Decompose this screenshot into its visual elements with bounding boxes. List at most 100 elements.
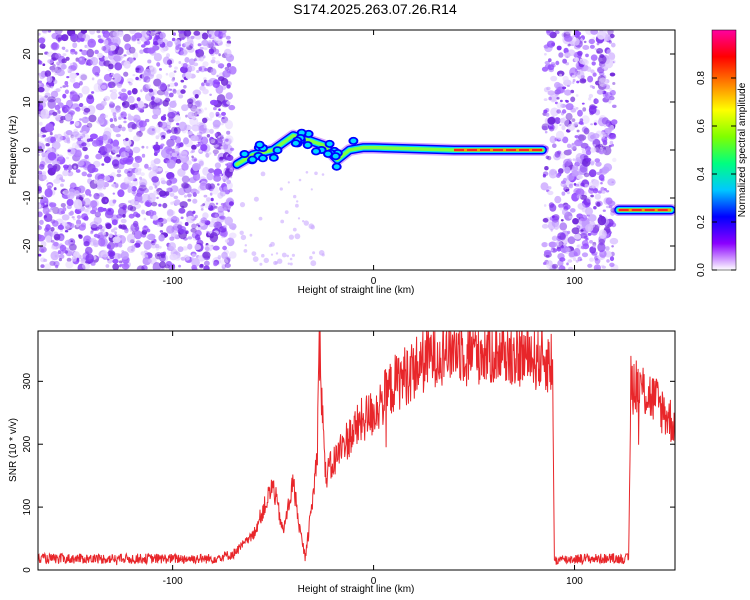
noise-speck bbox=[555, 60, 560, 66]
noise-speck bbox=[597, 190, 603, 194]
noise-speck bbox=[52, 206, 60, 215]
noise-speck bbox=[556, 97, 560, 100]
noise-speck bbox=[64, 89, 69, 95]
noise-speck bbox=[170, 233, 178, 238]
noise-speck bbox=[171, 78, 175, 82]
noise-speck bbox=[219, 173, 222, 177]
noise-speck bbox=[144, 68, 151, 76]
noise-speck bbox=[199, 182, 208, 191]
noise-speck bbox=[192, 198, 198, 204]
noise-speck bbox=[94, 211, 102, 218]
noise-speck bbox=[96, 30, 101, 34]
noise-speck bbox=[158, 203, 162, 207]
noise-speck bbox=[221, 85, 227, 90]
noise-speck bbox=[608, 100, 612, 104]
noise-speck bbox=[606, 122, 611, 128]
noise-speck bbox=[563, 47, 569, 54]
noise-speck bbox=[148, 254, 151, 258]
noise-speck bbox=[253, 196, 259, 202]
noise-speck bbox=[103, 156, 111, 164]
noise-speck bbox=[59, 86, 63, 89]
noise-speck bbox=[147, 47, 156, 54]
noise-speck bbox=[542, 173, 547, 178]
noise-speck bbox=[302, 220, 305, 223]
noise-speck bbox=[206, 172, 214, 181]
noise-speck bbox=[73, 165, 77, 169]
noise-speck bbox=[82, 146, 88, 152]
noise-speck bbox=[600, 182, 603, 185]
noise-speck bbox=[597, 215, 607, 226]
noise-speck bbox=[127, 115, 134, 121]
signal-blob bbox=[332, 153, 339, 159]
noise-speck bbox=[610, 210, 615, 216]
noise-speck bbox=[206, 197, 211, 202]
noise-speck bbox=[44, 188, 53, 198]
signal-blobs bbox=[239, 128, 359, 171]
noise-speck bbox=[138, 130, 142, 133]
noise-speck bbox=[312, 251, 316, 255]
noise-speck bbox=[556, 109, 562, 114]
noise-speck bbox=[56, 69, 65, 77]
noise-speck bbox=[192, 89, 202, 97]
noise-speck bbox=[216, 74, 219, 78]
noise-speck bbox=[209, 232, 219, 243]
noise-speck bbox=[224, 256, 232, 263]
noise-speck bbox=[120, 251, 129, 260]
noise-speck bbox=[65, 260, 74, 269]
noise-speck bbox=[106, 207, 115, 216]
noise-speck bbox=[73, 199, 83, 210]
noise-speck bbox=[72, 82, 81, 89]
noise-speck bbox=[157, 38, 163, 45]
noise-speck bbox=[592, 72, 597, 77]
noise-speck bbox=[59, 119, 64, 124]
noise-speck bbox=[581, 240, 589, 247]
noise-speck bbox=[109, 44, 117, 51]
noise-speck bbox=[69, 72, 77, 79]
noise-speck bbox=[558, 52, 564, 58]
noise-speck bbox=[560, 219, 564, 222]
noise-speck bbox=[576, 70, 585, 80]
noise-speck bbox=[199, 258, 204, 262]
noise-speck bbox=[89, 221, 99, 229]
noise-speck bbox=[549, 216, 557, 221]
noise-speck bbox=[66, 99, 73, 109]
noise-speck bbox=[579, 164, 588, 173]
noise-speck bbox=[81, 85, 90, 95]
noise-speck bbox=[193, 30, 201, 36]
noise-speck bbox=[97, 115, 105, 124]
noise-speck bbox=[208, 40, 212, 44]
noise-speck bbox=[196, 70, 200, 73]
noise-speck bbox=[566, 191, 570, 195]
noise-speck bbox=[84, 58, 87, 61]
noise-speck bbox=[127, 186, 133, 192]
noise-speck bbox=[596, 171, 601, 176]
noise-speck bbox=[180, 89, 186, 94]
noise-speck bbox=[225, 138, 229, 142]
noise-speck bbox=[108, 50, 115, 56]
noise-speck bbox=[148, 185, 154, 191]
noise-speck bbox=[60, 223, 63, 227]
noise-speck bbox=[56, 161, 60, 165]
noise-speck bbox=[196, 190, 200, 194]
noise-speck bbox=[139, 178, 148, 188]
noise-speck bbox=[309, 255, 313, 260]
noise-speck bbox=[561, 208, 569, 216]
noise-speck bbox=[50, 85, 54, 89]
noise-speck bbox=[192, 171, 201, 181]
noise-speck bbox=[605, 205, 610, 209]
noise-speck bbox=[289, 257, 293, 261]
noise-speck bbox=[140, 89, 143, 93]
noise-speck bbox=[112, 236, 121, 243]
snr-panel: -100 0 100 0 100 200 300 Height of straight l… bbox=[8, 330, 676, 595]
noise-speck bbox=[70, 33, 76, 40]
noise-speck bbox=[593, 122, 597, 126]
noise-speck bbox=[550, 107, 559, 117]
noise-speck bbox=[169, 253, 178, 261]
noise-speck bbox=[548, 168, 558, 179]
noise-speck bbox=[105, 264, 110, 268]
noise-speck bbox=[581, 148, 584, 151]
noise-speck bbox=[156, 124, 159, 127]
noise-speck bbox=[81, 213, 88, 220]
noise-speck bbox=[65, 156, 70, 160]
noise-speck bbox=[226, 154, 234, 161]
